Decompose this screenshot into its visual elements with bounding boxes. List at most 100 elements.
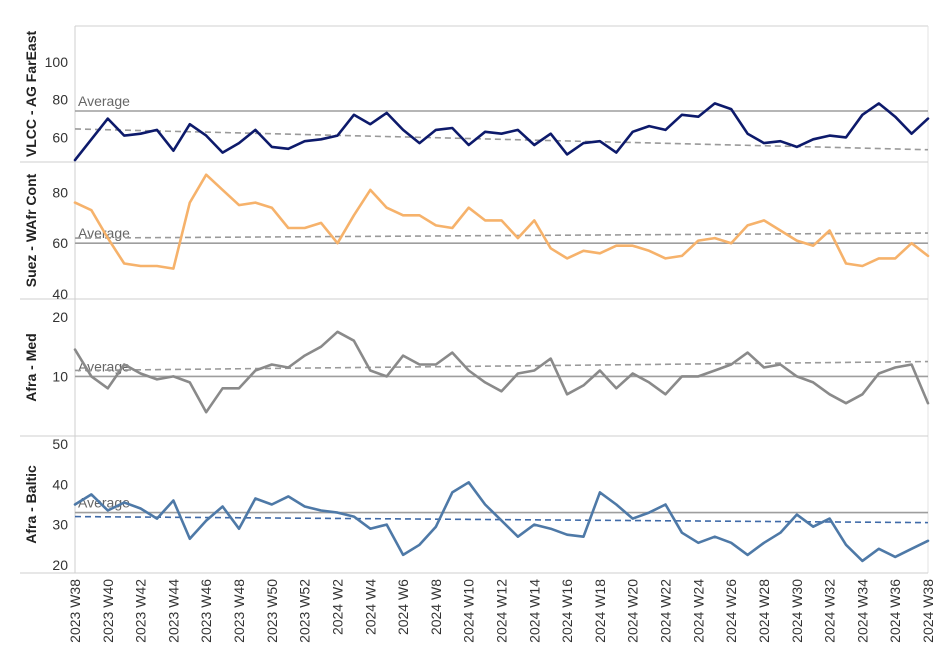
data-point xyxy=(566,153,568,155)
data-point xyxy=(730,542,732,544)
x-tick-label: 2024 W28 xyxy=(756,579,772,643)
data-point xyxy=(287,227,289,229)
y-tick-label: 40 xyxy=(52,476,68,492)
data-point xyxy=(205,174,207,176)
data-point xyxy=(746,351,748,353)
data-point xyxy=(730,108,732,110)
data-point xyxy=(254,129,256,131)
data-point xyxy=(599,369,601,371)
data-point xyxy=(369,369,371,371)
data-point xyxy=(615,387,617,389)
data-point xyxy=(156,517,158,519)
data-point xyxy=(402,214,404,216)
data-point xyxy=(221,387,223,389)
data-point xyxy=(828,134,830,136)
data-point xyxy=(451,127,453,129)
data-point xyxy=(927,255,929,257)
data-point xyxy=(402,129,404,131)
data-point xyxy=(451,491,453,493)
data-point xyxy=(517,129,519,131)
x-tick-label: 2023 W38 xyxy=(67,579,83,643)
data-point xyxy=(287,148,289,150)
data-point xyxy=(336,511,338,513)
data-point xyxy=(386,523,388,525)
data-point xyxy=(238,387,240,389)
data-point xyxy=(468,369,470,371)
data-point xyxy=(189,381,191,383)
x-tick-label: 2024 W2 xyxy=(329,579,345,635)
data-point xyxy=(369,123,371,125)
data-point xyxy=(615,245,617,247)
data-point xyxy=(369,189,371,191)
data-point xyxy=(632,245,634,247)
x-tick-label: 2024 W14 xyxy=(526,579,542,643)
y-tick-label: 10 xyxy=(52,368,68,384)
data-point xyxy=(648,381,650,383)
data-point xyxy=(484,219,486,221)
data-point xyxy=(779,229,781,231)
x-tick-label: 2024 W6 xyxy=(395,579,411,635)
data-point xyxy=(910,548,912,550)
data-point xyxy=(681,375,683,377)
data-point xyxy=(205,134,207,136)
data-point xyxy=(74,159,76,161)
data-point xyxy=(894,556,896,558)
x-tick-label: 2024 W24 xyxy=(690,579,706,643)
x-tick-label: 2024 W38 xyxy=(920,579,936,643)
data-point xyxy=(304,227,306,229)
data-point xyxy=(582,536,584,538)
data-point xyxy=(74,348,76,350)
data-point xyxy=(320,222,322,224)
data-point xyxy=(599,140,601,142)
data-point xyxy=(533,219,535,221)
trend-line xyxy=(74,232,929,239)
data-point xyxy=(123,501,125,503)
data-point xyxy=(221,505,223,507)
data-point xyxy=(664,393,666,395)
data-point xyxy=(697,239,699,241)
data-point xyxy=(451,351,453,353)
data-point xyxy=(894,257,896,259)
data-point xyxy=(90,375,92,377)
data-point xyxy=(845,136,847,138)
panel-title: Suez - WAfr Cont xyxy=(23,173,39,287)
data-point xyxy=(550,247,552,249)
data-point xyxy=(681,255,683,257)
x-tick-label: 2024 W10 xyxy=(461,579,477,643)
data-point xyxy=(320,138,322,140)
data-point xyxy=(714,536,716,538)
data-point xyxy=(582,142,584,144)
data-point xyxy=(139,265,141,267)
data-point xyxy=(763,366,765,368)
y-tick-label: 50 xyxy=(52,436,68,452)
x-tick-label: 2024 W26 xyxy=(723,579,739,643)
data-point xyxy=(402,554,404,556)
data-point xyxy=(172,375,174,377)
data-point xyxy=(648,125,650,127)
data-point xyxy=(336,242,338,244)
data-point xyxy=(878,372,880,374)
data-point xyxy=(468,207,470,209)
data-point xyxy=(386,112,388,114)
data-point xyxy=(435,526,437,528)
data-point xyxy=(550,528,552,530)
data-point xyxy=(90,209,92,211)
x-tick-label: 2024 W18 xyxy=(592,579,608,643)
data-point xyxy=(845,262,847,264)
data-point xyxy=(500,519,502,521)
average-label: Average xyxy=(78,93,130,109)
data-point xyxy=(533,523,535,525)
data-point xyxy=(845,544,847,546)
data-point xyxy=(746,133,748,135)
data-point xyxy=(878,257,880,259)
data-point xyxy=(910,133,912,135)
panel-title: Afra - Baltic xyxy=(23,465,39,544)
data-point xyxy=(878,102,880,104)
data-point xyxy=(254,369,256,371)
data-point xyxy=(156,265,158,267)
data-point xyxy=(451,227,453,229)
x-tick-label: 2023 W48 xyxy=(231,579,247,643)
data-point xyxy=(648,511,650,513)
